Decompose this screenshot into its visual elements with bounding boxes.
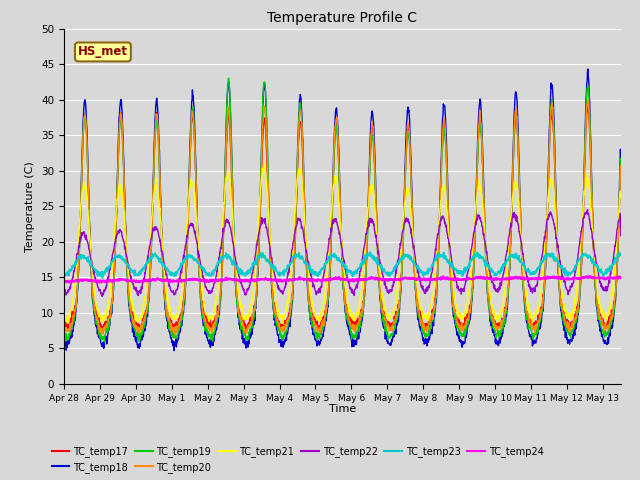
TC_temp21 [60, 318, 68, 324]
TC_temp19 [482, 259, 490, 265]
TC_temp23 [221, 253, 229, 259]
TC_temp23 [482, 259, 490, 265]
TC_temp20 [160, 284, 168, 289]
TC_temp19 [225, 75, 232, 81]
TC_temp19 [100, 339, 108, 345]
TC_temp17 [584, 101, 592, 107]
TC_temp23 [544, 251, 552, 257]
TC_temp24 [171, 278, 179, 284]
TC_temp17 [171, 321, 179, 326]
TC_temp22 [161, 261, 168, 266]
TC_temp23 [99, 275, 106, 281]
TC_temp22 [60, 289, 68, 295]
TC_temp24 [543, 274, 551, 279]
TC_temp17 [272, 306, 280, 312]
TC_temp18 [221, 165, 229, 171]
TC_temp21 [279, 320, 287, 326]
Text: HS_met: HS_met [78, 46, 128, 59]
TC_temp20 [482, 247, 490, 253]
Y-axis label: Temperature (C): Temperature (C) [26, 161, 35, 252]
TC_temp19 [161, 290, 168, 296]
TC_temp24 [60, 278, 68, 284]
TC_temp17 [221, 185, 229, 191]
TC_temp22 [617, 233, 625, 239]
TC_temp20 [272, 307, 280, 313]
TC_temp21 [171, 317, 179, 323]
TC_temp21 [617, 194, 625, 200]
Line: TC_temp23: TC_temp23 [64, 252, 621, 278]
Line: TC_temp19: TC_temp19 [64, 78, 621, 342]
TC_temp22 [482, 242, 490, 248]
TC_temp18 [160, 289, 168, 295]
X-axis label: Time: Time [329, 404, 356, 414]
TC_temp17 [543, 209, 551, 215]
TC_temp18 [617, 156, 625, 162]
TC_temp20 [617, 163, 625, 169]
TC_temp17 [138, 327, 145, 333]
TC_temp19 [171, 333, 179, 339]
TC_temp24 [272, 276, 280, 282]
TC_temp23 [171, 273, 179, 278]
TC_temp17 [60, 322, 68, 328]
TC_temp23 [617, 252, 625, 258]
TC_temp18 [272, 321, 280, 326]
Line: TC_temp24: TC_temp24 [64, 276, 621, 283]
TC_temp23 [367, 249, 374, 255]
TC_temp20 [60, 325, 68, 331]
TC_temp24 [161, 277, 168, 283]
TC_temp20 [221, 179, 229, 184]
TC_temp21 [160, 266, 168, 272]
TC_temp24 [586, 273, 593, 279]
TC_temp20 [172, 332, 179, 338]
TC_temp18 [170, 348, 178, 353]
TC_temp22 [543, 216, 551, 221]
TC_temp21 [272, 293, 280, 299]
TC_temp18 [543, 202, 551, 207]
TC_temp24 [221, 276, 229, 282]
TC_temp21 [544, 196, 552, 202]
TC_temp24 [482, 276, 490, 282]
TC_temp18 [171, 339, 179, 345]
TC_temp17 [617, 159, 625, 165]
TC_temp18 [60, 341, 68, 347]
TC_temp21 [221, 192, 228, 198]
TC_temp20 [171, 327, 179, 333]
TC_temp24 [93, 280, 100, 286]
TC_temp21 [260, 161, 268, 167]
TC_temp17 [482, 248, 490, 254]
TC_temp19 [221, 169, 229, 175]
TC_temp19 [617, 158, 625, 164]
TC_temp23 [60, 269, 68, 275]
TC_temp21 [482, 246, 490, 252]
Line: TC_temp20: TC_temp20 [64, 100, 621, 335]
TC_temp24 [617, 275, 625, 280]
TC_temp19 [272, 319, 280, 324]
TC_temp18 [482, 250, 490, 255]
Line: TC_temp17: TC_temp17 [64, 104, 621, 330]
TC_temp22 [584, 207, 591, 213]
TC_temp19 [544, 195, 552, 201]
TC_temp22 [221, 224, 229, 229]
TC_temp18 [584, 66, 592, 72]
TC_temp23 [161, 262, 168, 267]
Line: TC_temp21: TC_temp21 [64, 164, 621, 323]
TC_temp23 [272, 265, 280, 271]
TC_temp22 [272, 275, 280, 280]
TC_temp22 [171, 291, 179, 297]
Line: TC_temp22: TC_temp22 [64, 210, 621, 296]
TC_temp22 [99, 293, 106, 299]
TC_temp20 [543, 212, 551, 217]
TC_temp19 [60, 326, 68, 332]
Title: Temperature Profile C: Temperature Profile C [268, 11, 417, 25]
TC_temp17 [161, 287, 168, 293]
TC_temp20 [584, 97, 592, 103]
Legend: TC_temp17, TC_temp18, TC_temp19, TC_temp20, TC_temp21, TC_temp22, TC_temp23, TC_: TC_temp17, TC_temp18, TC_temp19, TC_temp… [48, 442, 548, 477]
Line: TC_temp18: TC_temp18 [64, 69, 621, 350]
